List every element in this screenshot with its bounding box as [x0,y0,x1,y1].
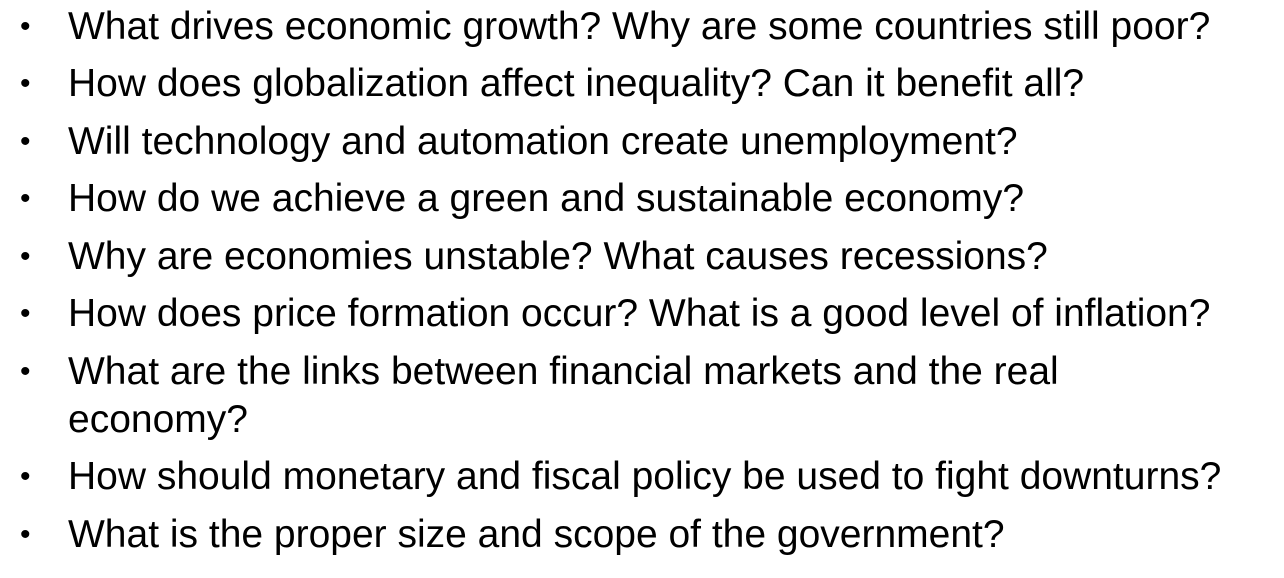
question-text: What are the links between financial mar… [68,350,1059,441]
question-text: Will technology and automation create un… [68,120,1018,163]
bullet-icon: • [20,125,31,158]
bullet-icon: • [20,10,31,43]
question-text: How does globalization affect inequality… [68,62,1085,105]
question-text: Why are economies unstable? What causes … [68,235,1048,278]
bullet-icon: • [20,182,31,215]
question-text: How does price formation occur? What is … [68,292,1211,335]
bullet-icon: • [20,518,31,551]
question-text: How do we achieve a green and sustainabl… [68,177,1025,220]
question-text: What is the proper size and scope of the… [68,513,1005,556]
bullet-icon: • [20,355,31,388]
bullet-icon: • [20,460,31,493]
question-text: How should monetary and fiscal policy be… [68,455,1222,498]
bullet-icon: • [20,297,31,330]
bullet-icon: • [20,67,31,100]
bullet-icon: • [20,240,31,273]
question-text: What drives economic growth? Why are som… [68,5,1211,48]
